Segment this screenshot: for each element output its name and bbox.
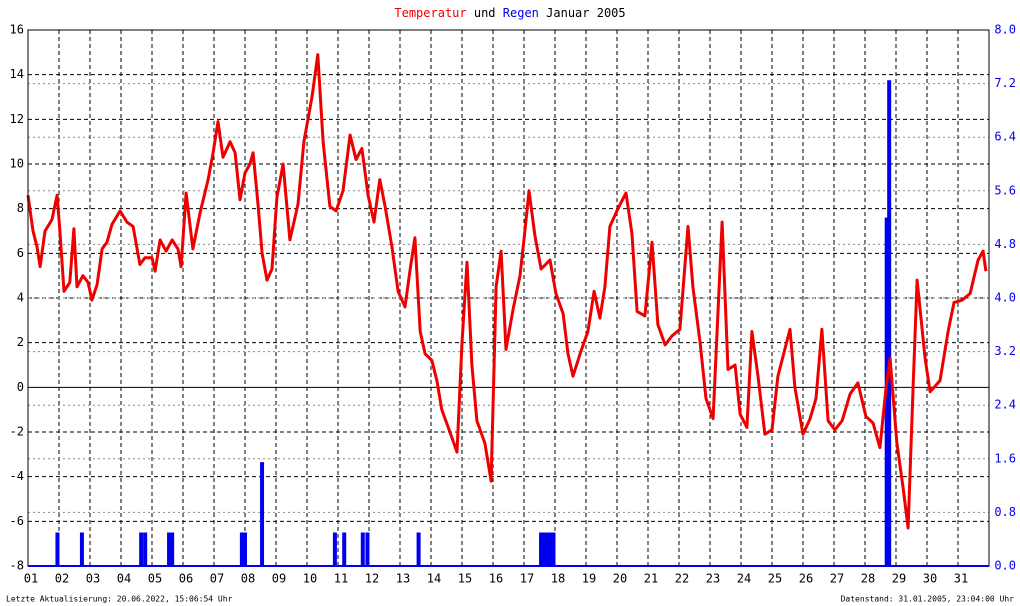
rain-bar — [887, 80, 892, 566]
temperature-line — [26, 53, 988, 530]
x-tick-label: 11 — [334, 572, 348, 586]
x-tick-label: 12 — [365, 572, 379, 586]
rain-bar — [342, 532, 347, 566]
y-tick-label: 10 — [10, 157, 24, 171]
y-tick-label: 2 — [17, 335, 24, 349]
x-tick-label: 14 — [427, 572, 441, 586]
rain-bar — [143, 532, 148, 566]
y2-tick-label: 8.0 — [994, 23, 1016, 37]
title-part: Januar 2005 — [546, 6, 625, 20]
y2-tick-label: 0.8 — [994, 505, 1016, 519]
y-tick-label: -8 — [10, 559, 24, 573]
title-part: Temperatur — [394, 6, 466, 20]
grid — [27, 29, 989, 567]
rain-bar — [55, 532, 60, 566]
rain-bar — [539, 532, 544, 566]
x-tick-label: 04 — [117, 572, 131, 586]
x-tick-label: 18 — [551, 572, 565, 586]
x-tick-label: 07 — [210, 572, 224, 586]
y-tick-label: -2 — [10, 425, 24, 439]
rain-bar — [239, 532, 244, 566]
footer-right: Datenstand: 31.01.2005, 23:04:00 Uhr — [841, 595, 1015, 604]
rain-bar — [332, 532, 337, 566]
rain-bar — [79, 532, 84, 566]
x-tick-label: 24 — [737, 572, 751, 586]
x-tick-label: 29 — [892, 572, 906, 586]
y-tick-label: 8 — [17, 201, 24, 215]
x-tick-label: 30 — [923, 572, 937, 586]
x-tick-label: 08 — [241, 572, 255, 586]
x-tick-label: 03 — [86, 572, 100, 586]
x-tick-label: 17 — [520, 572, 534, 586]
x-tick-label: 23 — [706, 572, 720, 586]
rain-bar — [551, 532, 556, 566]
y2-tick-label: 5.6 — [994, 183, 1016, 197]
y-tick-label: 0 — [17, 380, 24, 394]
x-tick-label: 05 — [148, 572, 162, 586]
y-tick-label: 12 — [10, 112, 24, 126]
x-tick-label: 21 — [644, 572, 658, 586]
rain-bar — [167, 532, 172, 566]
y2-tick-label: 3.2 — [994, 344, 1016, 358]
y-tick-label: -4 — [10, 469, 24, 483]
chart-title: Temperatur und Regen Januar 2005 — [394, 6, 625, 20]
rain-bar — [139, 532, 144, 566]
marks — [26, 53, 988, 566]
y2-tick-label: 6.4 — [994, 130, 1016, 144]
y2-tick-label: 4.0 — [994, 291, 1016, 305]
rain-bar — [365, 532, 370, 566]
x-tick-label: 26 — [799, 572, 813, 586]
rain-bar — [542, 532, 547, 566]
y-tick-label: 16 — [10, 23, 24, 37]
x-tick-label: 10 — [303, 572, 317, 586]
x-tick-label: 22 — [675, 572, 689, 586]
y-tick-label: 6 — [17, 246, 24, 260]
x-tick-label: 06 — [179, 572, 193, 586]
rain-bar — [548, 532, 553, 566]
rain-bar — [170, 532, 175, 566]
y2-tick-label: 2.4 — [994, 398, 1016, 412]
title-part: und — [474, 6, 496, 20]
x-tick-label: 09 — [272, 572, 286, 586]
x-tick-label: 13 — [396, 572, 410, 586]
rain-bar — [260, 462, 265, 566]
y2-tick-label: 1.6 — [994, 451, 1016, 465]
x-tick-label: 27 — [830, 572, 844, 586]
rain-bar — [416, 532, 421, 566]
y-tick-label: 4 — [17, 291, 24, 305]
y2-tick-label: 7.2 — [994, 76, 1016, 90]
x-tick-label: 25 — [768, 572, 782, 586]
rain-bar — [545, 532, 550, 566]
x-tick-label: 01 — [24, 572, 38, 586]
rain-bar — [360, 532, 365, 566]
title-part: Regen — [503, 6, 539, 20]
y-tick-label: 14 — [10, 67, 24, 81]
rain-bar — [243, 532, 247, 566]
x-tick-label: 28 — [861, 572, 875, 586]
x-tick-label: 19 — [582, 572, 596, 586]
footer-left: Letzte Aktualisierung: 20.06.2022, 15:06… — [6, 595, 233, 604]
x-tick-label: 02 — [55, 572, 69, 586]
x-tick-label: 15 — [458, 572, 472, 586]
x-tick-label: 31 — [954, 572, 968, 586]
x-tick-label: 16 — [489, 572, 503, 586]
y-tick-label: -6 — [10, 514, 24, 528]
y2-tick-label: 4.8 — [994, 237, 1016, 251]
y2-tick-label: 0.0 — [994, 559, 1016, 573]
x-tick-label: 20 — [613, 572, 627, 586]
